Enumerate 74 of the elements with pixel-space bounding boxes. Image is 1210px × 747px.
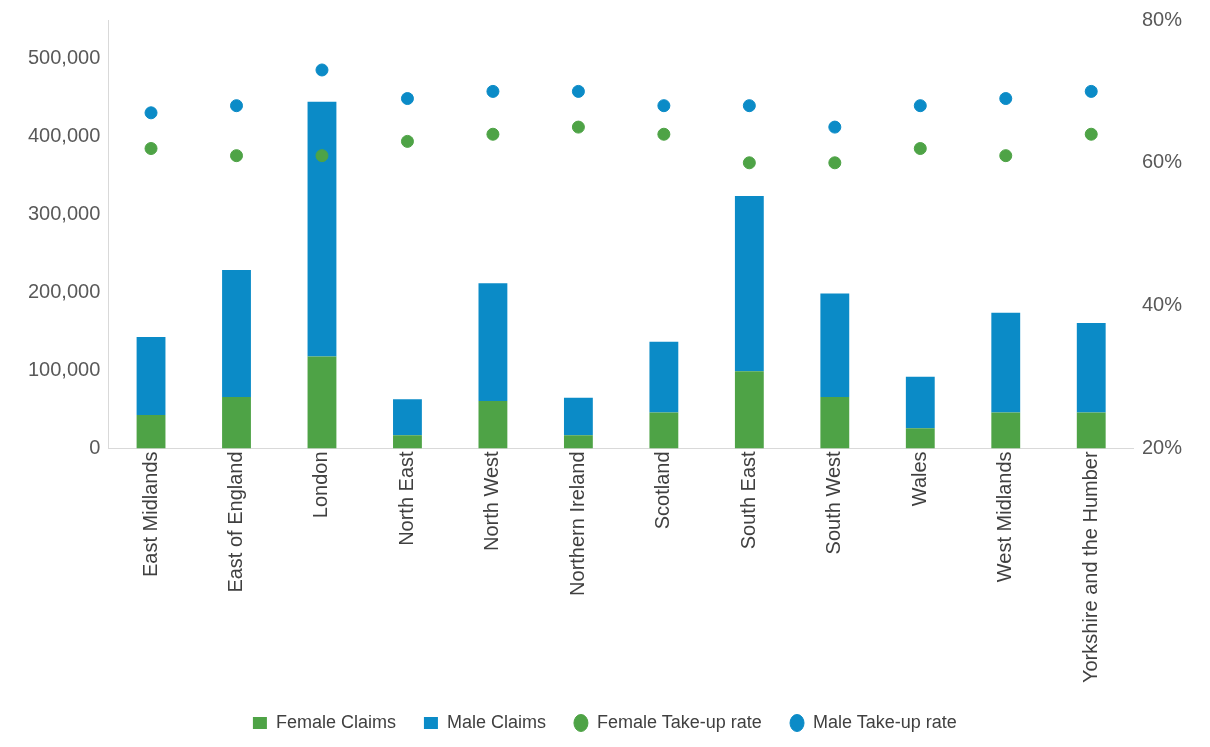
bar bbox=[478, 400, 508, 449]
bar bbox=[222, 270, 251, 397]
bar bbox=[905, 376, 935, 429]
bar bbox=[563, 435, 593, 449]
point bbox=[486, 127, 500, 141]
x-tick-label: East of England bbox=[224, 451, 247, 593]
bar bbox=[820, 293, 850, 397]
y-tick-label: 500,000 bbox=[28, 46, 101, 69]
bar bbox=[307, 101, 337, 357]
bar bbox=[734, 371, 764, 449]
point bbox=[230, 149, 243, 163]
point bbox=[913, 142, 927, 156]
legend-label: Male Claims bbox=[446, 711, 546, 732]
bar bbox=[905, 428, 935, 449]
point bbox=[230, 99, 243, 113]
bar bbox=[222, 396, 251, 449]
point bbox=[571, 84, 585, 98]
y2-tick-label: 40% bbox=[1141, 293, 1183, 316]
point bbox=[742, 99, 756, 113]
legend-label: Female Take-up rate bbox=[596, 711, 762, 732]
x-tick-label: South West bbox=[822, 450, 845, 555]
legend-label: Female Claims bbox=[275, 711, 396, 732]
bar bbox=[393, 435, 422, 449]
bar bbox=[478, 283, 508, 401]
point bbox=[400, 92, 414, 106]
bar bbox=[1076, 322, 1106, 413]
x-tick-label: London bbox=[309, 451, 332, 519]
y2-tick-label: 20% bbox=[1141, 435, 1183, 458]
bar bbox=[734, 196, 764, 372]
point bbox=[657, 127, 671, 141]
point bbox=[999, 92, 1013, 106]
y-tick-label: 0 bbox=[89, 435, 101, 458]
x-tick-label: North West bbox=[480, 450, 503, 552]
legend-label: Male Take-up rate bbox=[813, 711, 957, 732]
y-tick-label: 300,000 bbox=[28, 202, 101, 225]
x-tick-label: North East bbox=[394, 450, 417, 546]
point bbox=[144, 142, 158, 156]
point bbox=[486, 84, 500, 98]
x-tick-label: Yorkshire and the Humber bbox=[1078, 451, 1101, 684]
bar bbox=[136, 337, 166, 415]
point bbox=[1084, 127, 1098, 141]
y2-tick-label: 80% bbox=[1141, 7, 1183, 30]
bar bbox=[649, 341, 679, 413]
point bbox=[913, 99, 927, 113]
bar bbox=[1076, 412, 1106, 449]
bar bbox=[991, 312, 1021, 413]
y-tick-label: 200,000 bbox=[28, 280, 101, 303]
point bbox=[400, 134, 414, 148]
x-tick-label: East Midlands bbox=[138, 451, 161, 578]
point bbox=[1084, 84, 1098, 98]
bar bbox=[136, 414, 166, 449]
point bbox=[999, 149, 1013, 163]
x-tick-label: Wales bbox=[907, 451, 930, 507]
point bbox=[571, 120, 585, 134]
point bbox=[742, 156, 756, 170]
point bbox=[828, 156, 842, 170]
point bbox=[144, 106, 158, 120]
bar bbox=[991, 412, 1021, 449]
bar bbox=[307, 356, 337, 449]
x-tick-label: Northern Ireland bbox=[565, 451, 588, 596]
point bbox=[828, 120, 842, 134]
point bbox=[315, 149, 329, 163]
point bbox=[657, 99, 671, 113]
y-tick-label: 100,000 bbox=[28, 358, 101, 381]
bar bbox=[820, 396, 850, 449]
point bbox=[315, 63, 329, 77]
bar bbox=[393, 399, 422, 436]
x-tick-label: Scotland bbox=[651, 451, 674, 530]
y2-tick-label: 60% bbox=[1141, 150, 1183, 173]
y-tick-label: 400,000 bbox=[28, 124, 101, 147]
x-tick-label: West Midlands bbox=[993, 451, 1016, 583]
bar bbox=[563, 397, 593, 436]
x-tick-label: South East bbox=[736, 450, 759, 550]
bar bbox=[649, 412, 679, 449]
